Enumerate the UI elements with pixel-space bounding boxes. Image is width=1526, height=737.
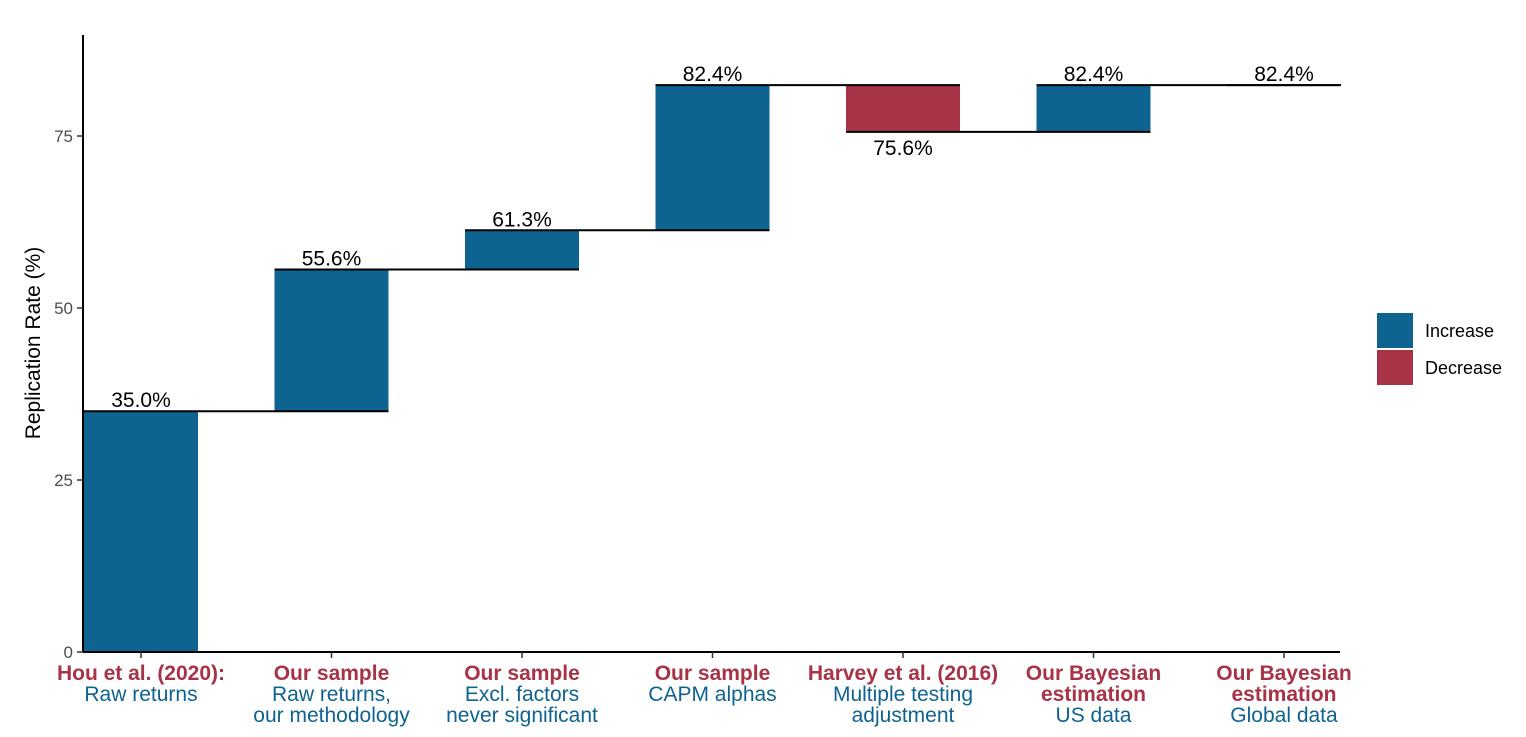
- data-label-2: 55.6%: [302, 247, 362, 270]
- bar-5: [846, 85, 960, 132]
- bar-2: [274, 269, 389, 412]
- x-category-detail: CAPM alphas: [648, 683, 776, 706]
- legend-label-decrease: Decrease: [1425, 358, 1502, 378]
- y-ticks-group: 0 25 50 75: [54, 127, 83, 662]
- x-category-detail: Raw returns,: [272, 683, 391, 706]
- data-labels-group: 35.0% 55.6% 61.3% 82.4% 75.6% 82.4% 82.4%: [111, 63, 1314, 412]
- x-category-source: Our Bayesian: [1216, 662, 1351, 685]
- x-category-source: Our sample: [464, 662, 580, 685]
- legend: Increase Decrease: [1377, 313, 1502, 385]
- x-category-source: Our sample: [655, 662, 771, 685]
- y-tick-label: 75: [54, 127, 73, 146]
- data-label-5: 75.6%: [873, 137, 933, 160]
- x-category-detail: Excl. factors: [465, 683, 579, 706]
- legend-swatch-decrease: [1377, 350, 1413, 385]
- bars-group: [84, 85, 1151, 652]
- x-category-detail: Global data: [1230, 704, 1338, 727]
- y-axis-title: Replication Rate (%): [22, 247, 45, 440]
- x-category-detail: adjustment: [852, 704, 955, 727]
- axes-group: [82, 35, 1340, 653]
- x-category-detail: Multiple testing: [833, 683, 973, 706]
- data-label-3: 61.3%: [492, 208, 552, 231]
- x-category-source: Hou et al. (2020):: [57, 662, 225, 685]
- y-tick-label: 25: [54, 471, 73, 490]
- data-label-1: 35.0%: [111, 389, 171, 412]
- data-label-7: 82.4%: [1254, 63, 1314, 86]
- data-label-4: 82.4%: [683, 63, 743, 86]
- x-category-detail: Raw returns: [84, 683, 197, 706]
- x-category-detail: never significant: [446, 704, 598, 727]
- connectors-group: [84, 84, 1341, 413]
- legend-swatch-increase: [1377, 313, 1413, 348]
- x-category-source: estimation: [1041, 683, 1146, 706]
- bar-3: [465, 230, 579, 270]
- x-category-source: Our Bayesian: [1026, 662, 1161, 685]
- x-category-source: estimation: [1231, 683, 1336, 706]
- bar-6: [1036, 85, 1151, 132]
- x-category-detail: US data: [1056, 704, 1132, 727]
- data-label-6: 82.4%: [1064, 63, 1124, 86]
- legend-label-increase: Increase: [1425, 321, 1494, 341]
- x-category-source: Harvey et al. (2016): [808, 662, 998, 685]
- bar-4: [655, 85, 770, 231]
- y-tick-label: 0: [64, 643, 73, 662]
- x-category-source: Our sample: [274, 662, 390, 685]
- bar-1: [84, 411, 198, 652]
- y-tick-label: 50: [54, 299, 73, 318]
- x-category-detail: our methodology: [253, 704, 410, 727]
